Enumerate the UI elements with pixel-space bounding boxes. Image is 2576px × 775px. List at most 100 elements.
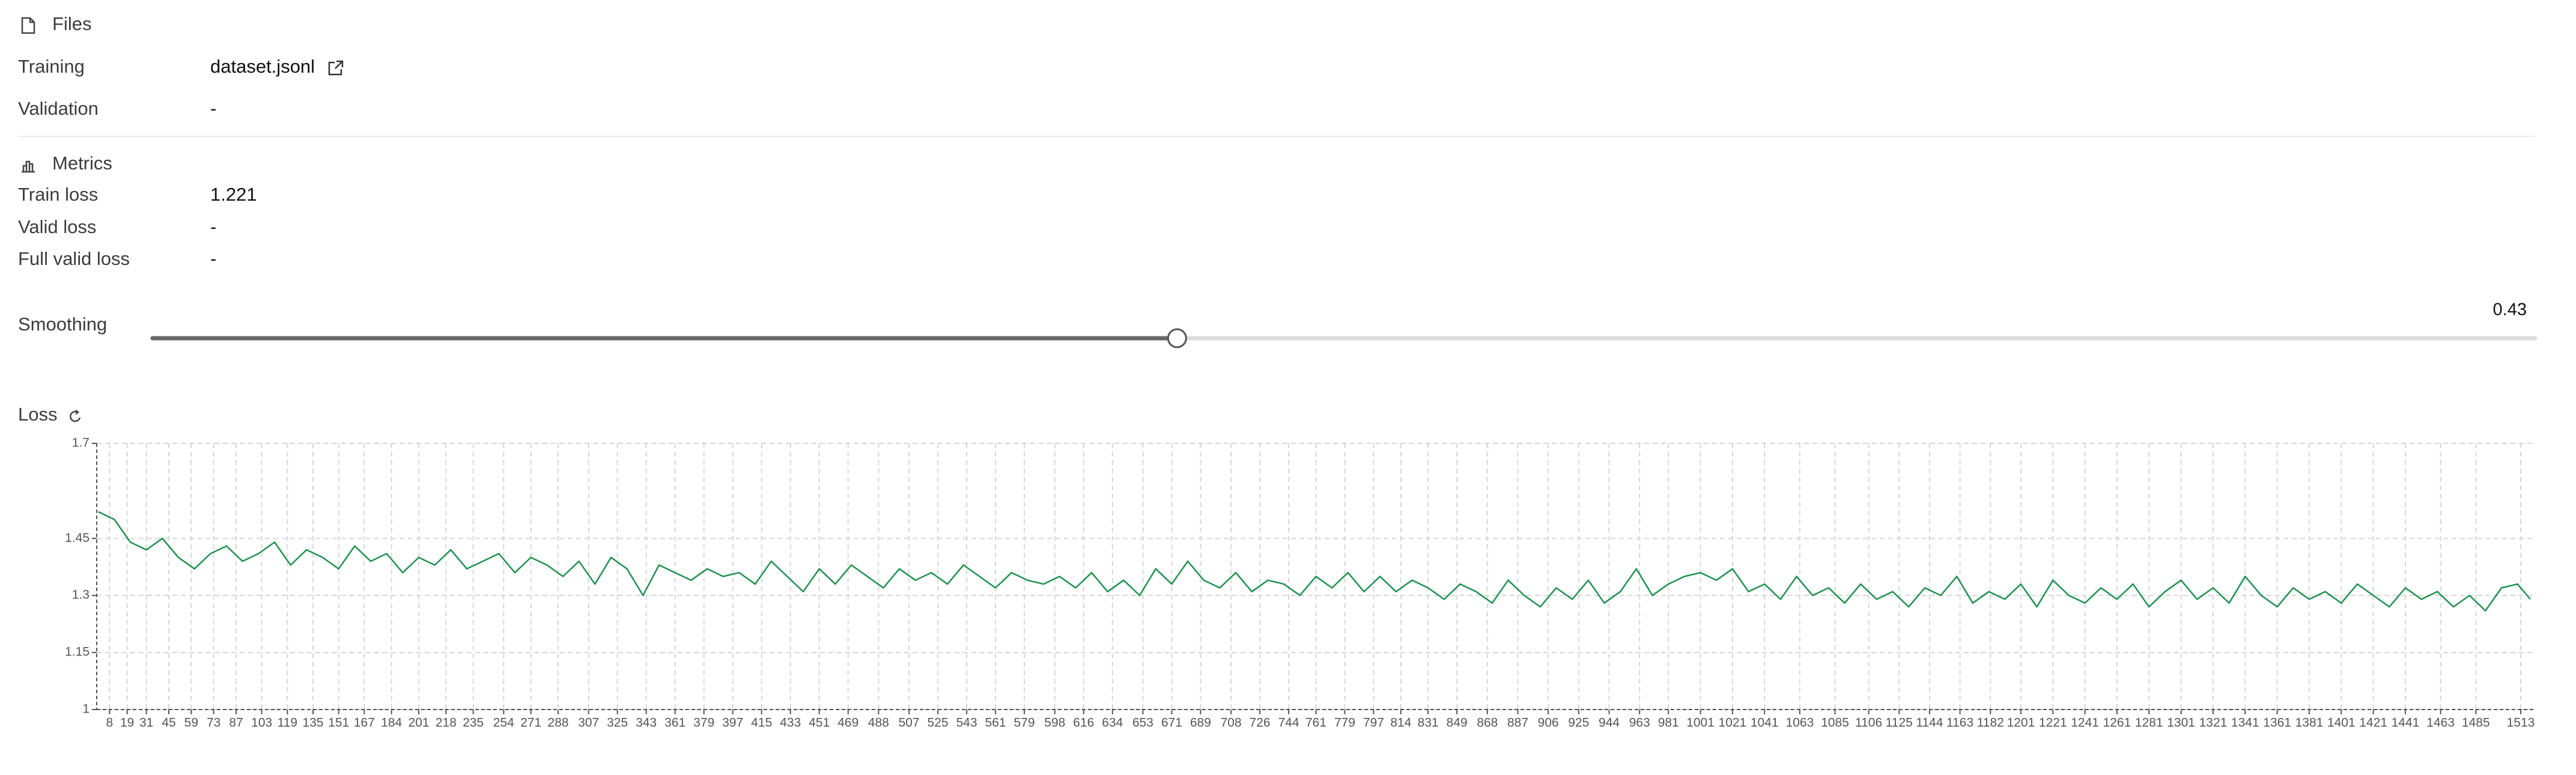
x-tick-label: 343	[636, 716, 657, 730]
x-tick-label: 1021	[1719, 716, 1747, 730]
file-link[interactable]: dataset.jsonl	[210, 56, 315, 77]
row-label: Train loss	[18, 184, 98, 205]
x-tick-label: 19	[120, 716, 134, 730]
x-tick-label: 653	[1132, 716, 1153, 730]
x-tick-label: 151	[328, 716, 349, 730]
x-tick-label: 814	[1390, 716, 1411, 730]
row-label: Training	[18, 56, 85, 77]
x-tick-label: 1201	[2007, 716, 2035, 730]
slider-value: 0.43	[2493, 300, 2527, 320]
x-tick-label: 271	[520, 716, 541, 730]
x-tick-label: 1361	[2263, 716, 2291, 730]
x-tick-label: 507	[899, 716, 920, 730]
x-tick-label: 325	[607, 716, 628, 730]
slider[interactable]	[150, 328, 2538, 348]
row-value: -	[210, 216, 216, 237]
x-tick-label: 1441	[2392, 716, 2420, 730]
row-label: Full valid loss	[18, 248, 130, 269]
y-tick-label: 1.3	[72, 588, 90, 602]
x-tick-label: 119	[278, 716, 297, 730]
x-tick-label: 981	[1658, 716, 1679, 730]
x-tick-label: 167	[354, 716, 375, 730]
refresh-icon[interactable]	[70, 410, 81, 422]
x-tick-label: 201	[409, 716, 430, 730]
x-tick-label: 87	[229, 716, 243, 730]
x-tick-label: 1125	[1886, 716, 1913, 730]
x-tick-label: 1261	[2103, 716, 2131, 730]
x-tick-label: 73	[207, 716, 220, 730]
x-tick-label: 415	[751, 716, 772, 730]
x-tick-label: 1321	[2199, 716, 2228, 730]
loss-line	[98, 511, 2531, 612]
row-value: 1.221	[210, 184, 257, 205]
x-tick-label: 1341	[2231, 716, 2259, 730]
x-tick-label: 397	[722, 716, 743, 730]
x-tick-label: 849	[1447, 716, 1468, 730]
x-tick-label: 218	[436, 716, 457, 730]
x-tick-label: 671	[1161, 716, 1182, 730]
x-tick-label: 598	[1044, 716, 1065, 730]
x-tick-label: 868	[1477, 716, 1498, 730]
file-icon	[21, 17, 35, 34]
x-tick-label: 1106	[1855, 716, 1882, 730]
x-tick-label: 944	[1599, 716, 1620, 730]
x-tick-label: 797	[1363, 716, 1384, 730]
x-tick-label: 925	[1568, 716, 1589, 730]
metrics-icon	[22, 160, 35, 173]
row-label: Validation	[18, 98, 99, 119]
x-tick-label: 963	[1629, 716, 1650, 730]
y-tick-label: 1	[82, 702, 90, 716]
x-tick-label: 254	[493, 716, 514, 730]
row-label: Valid loss	[18, 216, 96, 237]
x-tick-label: 433	[780, 716, 801, 730]
x-tick-label: 1401	[2327, 716, 2356, 730]
x-tick-label: 634	[1102, 716, 1123, 730]
x-tick-label: 1221	[2039, 716, 2067, 730]
x-tick-label: 779	[1334, 716, 1355, 730]
x-tick-label: 8	[106, 716, 113, 730]
x-tick-label: 1485	[2462, 716, 2490, 730]
x-tick-label: 1301	[2167, 716, 2195, 730]
slider-knob[interactable]	[1167, 328, 1187, 348]
x-tick-label: 59	[184, 716, 198, 730]
x-tick-label: 1163	[1946, 716, 1973, 730]
y-tick-label: 1.7	[72, 436, 90, 450]
x-tick-label: 451	[809, 716, 830, 730]
x-tick-label: 135	[303, 716, 324, 730]
x-tick-label: 1063	[1786, 716, 1814, 730]
section-title: Metrics	[52, 153, 112, 174]
x-tick-label: 1421	[2359, 716, 2387, 730]
x-tick-label: 561	[985, 716, 1006, 730]
x-tick-label: 579	[1014, 716, 1035, 730]
x-tick-label: 235	[463, 716, 484, 730]
x-tick-label: 525	[928, 716, 949, 730]
x-tick-label: 689	[1190, 716, 1211, 730]
x-tick-label: 1001	[1686, 716, 1715, 730]
x-tick-label: 103	[251, 716, 272, 730]
row-value: -	[210, 98, 216, 119]
x-tick-label: 1085	[1821, 716, 1849, 730]
x-tick-label: 887	[1507, 716, 1528, 730]
x-tick-label: 1182	[1977, 716, 2004, 730]
x-tick-label: 726	[1250, 716, 1271, 730]
section-title: Files	[52, 13, 91, 34]
x-tick-label: 379	[693, 716, 714, 730]
x-tick-label: 1241	[2071, 716, 2099, 730]
x-tick-label: 831	[1418, 716, 1439, 730]
x-tick-label: 184	[381, 716, 402, 730]
x-tick-label: 307	[578, 716, 599, 730]
x-tick-label: 1381	[2295, 716, 2324, 730]
x-tick-label: 469	[837, 716, 858, 730]
x-tick-label: 1041	[1751, 716, 1779, 730]
x-tick-label: 1281	[2135, 716, 2163, 730]
x-tick-label: 288	[548, 716, 569, 730]
x-tick-label: 906	[1538, 716, 1559, 730]
x-tick-label: 1144	[1916, 716, 1943, 730]
x-tick-label: 761	[1305, 716, 1326, 730]
x-tick-label: 1513	[2507, 716, 2535, 730]
x-tick-label: 708	[1221, 716, 1242, 730]
x-tick-label: 361	[664, 716, 685, 730]
external-link-icon[interactable]	[328, 60, 344, 76]
